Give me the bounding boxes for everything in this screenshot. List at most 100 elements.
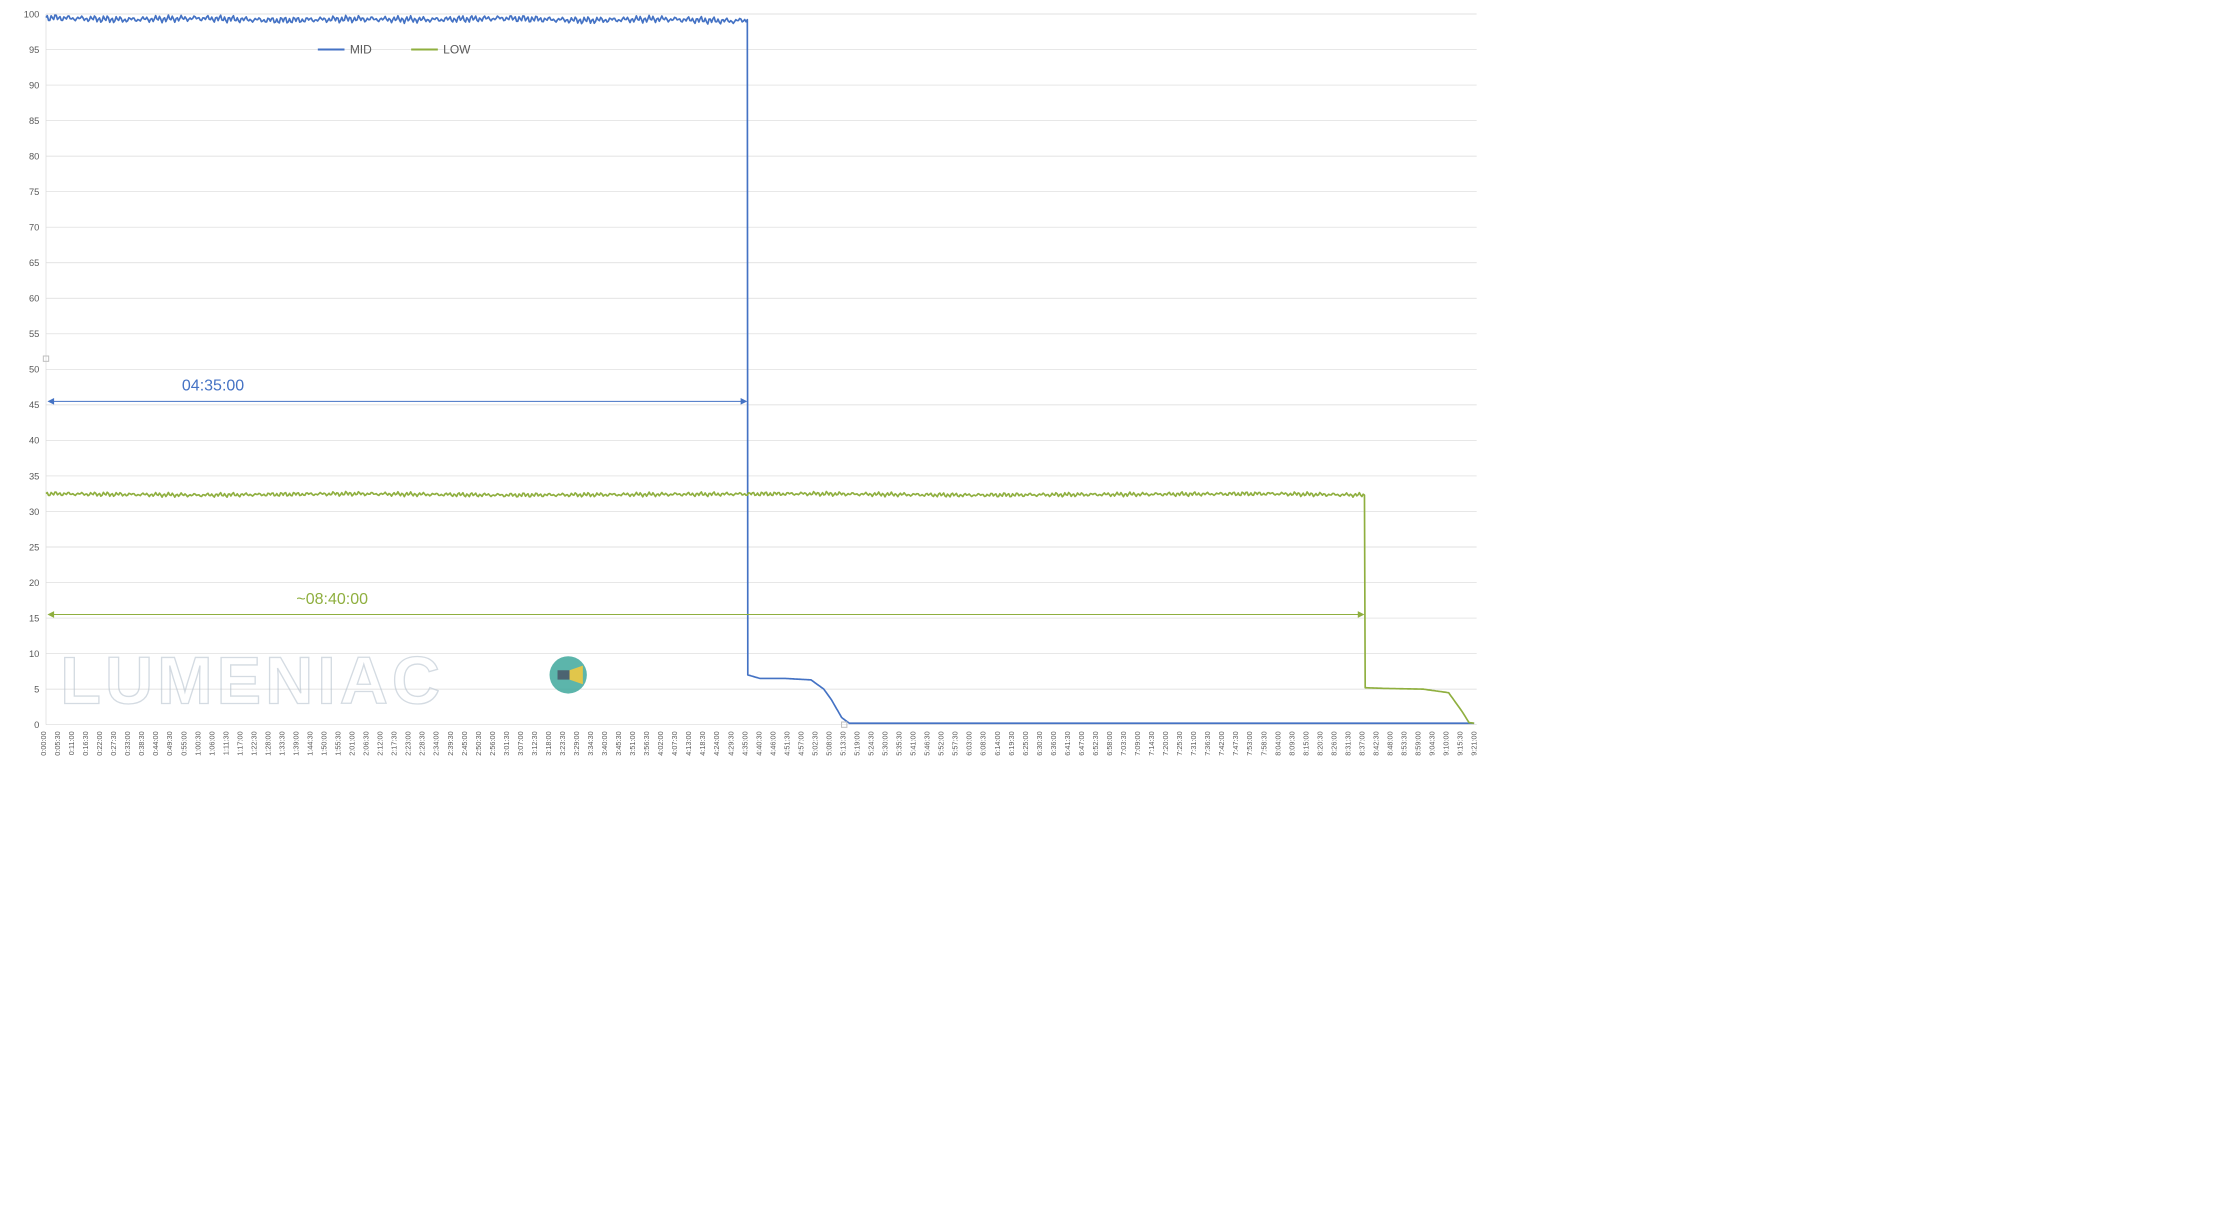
svg-text:0:49:30: 0:49:30 [165,731,174,755]
svg-text:60: 60 [29,294,39,304]
svg-text:7:58:30: 7:58:30 [1259,731,1268,755]
svg-text:8:48:00: 8:48:00 [1386,731,1395,755]
svg-text:8:26:00: 8:26:00 [1329,731,1338,755]
svg-text:9:10:00: 9:10:00 [1442,731,1451,755]
svg-text:LUMENIAC: LUMENIAC [60,644,444,718]
svg-text:3:18:00: 3:18:00 [544,731,553,755]
svg-text:5:24:30: 5:24:30 [867,731,876,755]
svg-text:2:45:00: 2:45:00 [460,731,469,755]
svg-text:30: 30 [29,507,39,517]
svg-text:8:59:00: 8:59:00 [1414,731,1423,755]
svg-text:4:02:00: 4:02:00 [656,731,665,755]
svg-text:6:47:00: 6:47:00 [1077,731,1086,755]
svg-text:4:51:30: 4:51:30 [782,731,791,755]
svg-text:0:55:00: 0:55:00 [179,731,188,755]
svg-text:7:31:00: 7:31:00 [1189,731,1198,755]
svg-text:4:46:00: 4:46:00 [768,731,777,755]
svg-text:3:07:00: 3:07:00 [516,731,525,755]
svg-text:8:04:00: 8:04:00 [1273,731,1282,755]
svg-text:2:17:30: 2:17:30 [390,731,399,755]
svg-text:1:39:00: 1:39:00 [291,731,300,755]
svg-text:0:05:30: 0:05:30 [53,731,62,755]
svg-text:04:35:00: 04:35:00 [182,378,244,395]
svg-text:4:18:30: 4:18:30 [698,731,707,755]
svg-text:0:27:30: 0:27:30 [109,731,118,755]
svg-text:7:14:30: 7:14:30 [1147,731,1156,755]
svg-text:1:22:30: 1:22:30 [249,731,258,755]
svg-text:9:15:30: 9:15:30 [1456,731,1465,755]
svg-text:8:31:30: 8:31:30 [1343,731,1352,755]
svg-text:8:20:30: 8:20:30 [1315,731,1324,755]
svg-text:7:53:00: 7:53:00 [1245,731,1254,755]
svg-text:6:19:30: 6:19:30 [1007,731,1016,755]
svg-text:3:29:00: 3:29:00 [572,731,581,755]
svg-text:6:36:00: 6:36:00 [1049,731,1058,755]
svg-text:25: 25 [29,542,39,552]
svg-text:70: 70 [29,223,39,233]
svg-text:5: 5 [34,684,39,694]
svg-text:0:38:30: 0:38:30 [137,731,146,755]
svg-text:8:09:30: 8:09:30 [1287,731,1296,755]
svg-text:0:11:00: 0:11:00 [67,731,76,755]
svg-text:55: 55 [29,329,39,339]
svg-text:2:56:00: 2:56:00 [488,731,497,755]
svg-text:~08:40:00: ~08:40:00 [296,591,368,608]
svg-text:0:22:00: 0:22:00 [95,731,104,755]
svg-text:7:47:30: 7:47:30 [1231,731,1240,755]
svg-text:15: 15 [29,613,39,623]
svg-text:3:56:30: 3:56:30 [642,731,651,755]
svg-text:5:13:30: 5:13:30 [838,731,847,755]
svg-text:8:53:30: 8:53:30 [1400,731,1409,755]
svg-text:4:13:00: 4:13:00 [684,731,693,755]
svg-text:1:06:00: 1:06:00 [207,731,216,755]
svg-text:2:12:00: 2:12:00 [376,731,385,755]
svg-text:1:44:30: 1:44:30 [305,731,314,755]
svg-text:4:40:30: 4:40:30 [754,731,763,755]
svg-text:7:20:00: 7:20:00 [1161,731,1170,755]
svg-text:9:04:30: 9:04:30 [1428,731,1437,755]
svg-text:0:33:00: 0:33:00 [123,731,132,755]
svg-text:45: 45 [29,400,39,410]
svg-text:5:46:30: 5:46:30 [923,731,932,755]
svg-text:65: 65 [29,258,39,268]
svg-text:5:35:30: 5:35:30 [895,731,904,755]
svg-text:2:06:30: 2:06:30 [362,731,371,755]
runtime-chart: 0510152025303540455055606570758085909510… [10,10,2213,828]
svg-text:7:42:00: 7:42:00 [1217,731,1226,755]
svg-text:10: 10 [29,649,39,659]
svg-text:6:52:30: 6:52:30 [1091,731,1100,755]
svg-text:1:00:30: 1:00:30 [193,731,202,755]
svg-text:2:34:00: 2:34:00 [432,731,441,755]
svg-text:85: 85 [29,116,39,126]
svg-text:3:45:30: 3:45:30 [614,731,623,755]
svg-text:95: 95 [29,45,39,55]
svg-text:6:58:00: 6:58:00 [1105,731,1114,755]
svg-text:3:12:30: 3:12:30 [530,731,539,755]
svg-text:6:25:00: 6:25:00 [1021,731,1030,755]
svg-text:50: 50 [29,365,39,375]
svg-text:7:36:30: 7:36:30 [1203,731,1212,755]
svg-text:100: 100 [24,10,40,19]
svg-text:5:08:00: 5:08:00 [824,731,833,755]
svg-text:0: 0 [34,720,39,730]
svg-text:6:03:00: 6:03:00 [965,731,974,755]
svg-text:5:02:30: 5:02:30 [810,731,819,755]
svg-text:8:15:00: 8:15:00 [1301,731,1310,755]
svg-text:2:01:00: 2:01:00 [348,731,357,755]
svg-text:40: 40 [29,436,39,446]
svg-text:6:08:30: 6:08:30 [979,731,988,755]
svg-text:2:39:30: 2:39:30 [446,731,455,755]
svg-text:5:30:00: 5:30:00 [881,731,890,755]
svg-text:LOW: LOW [443,43,471,57]
svg-text:5:41:00: 5:41:00 [909,731,918,755]
svg-text:6:41:30: 6:41:30 [1063,731,1072,755]
svg-text:7:25:30: 7:25:30 [1175,731,1184,755]
svg-text:1:11:30: 1:11:30 [221,731,230,755]
svg-text:5:57:30: 5:57:30 [951,731,960,755]
svg-text:3:34:30: 3:34:30 [586,731,595,755]
svg-text:2:23:00: 2:23:00 [404,731,413,755]
svg-text:5:52:00: 5:52:00 [937,731,946,755]
svg-text:1:28:00: 1:28:00 [263,731,272,755]
svg-text:9:21:00: 9:21:00 [1470,731,1479,755]
svg-text:1:17:00: 1:17:00 [235,731,244,755]
